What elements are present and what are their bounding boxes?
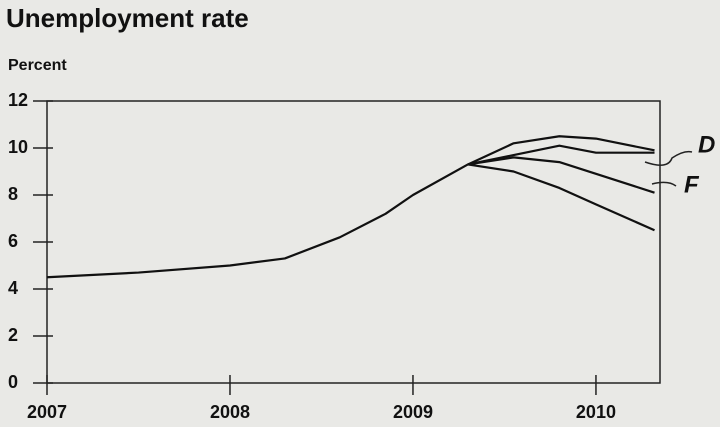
line-series (467, 135, 655, 166)
line-series (467, 156, 655, 194)
y-tick-label: 6 (8, 231, 18, 251)
annotation: F (684, 171, 700, 198)
x-tick-label: 2007 (27, 402, 67, 422)
x-tick-label: 2008 (210, 402, 250, 422)
y-tick-label: 0 (8, 372, 18, 392)
handwritten-squiggle (644, 150, 693, 166)
handwritten-squiggle (651, 181, 677, 187)
y-tick-label: 2 (8, 325, 18, 345)
annotation: D (698, 131, 715, 158)
y-tick-label: 12 (8, 90, 28, 110)
line-series (467, 144, 655, 166)
line-series (46, 163, 469, 279)
y-tick-label: 4 (8, 278, 18, 298)
line-series (467, 163, 655, 232)
y-tick-label: 8 (8, 184, 18, 204)
x-tick-label: 2010 (576, 402, 616, 422)
x-tick-label: 2009 (393, 402, 433, 422)
chart-subtitle: Percent (8, 57, 67, 74)
y-tick-label: 10 (8, 137, 28, 157)
chart-title: Unemployment rate (6, 3, 249, 33)
